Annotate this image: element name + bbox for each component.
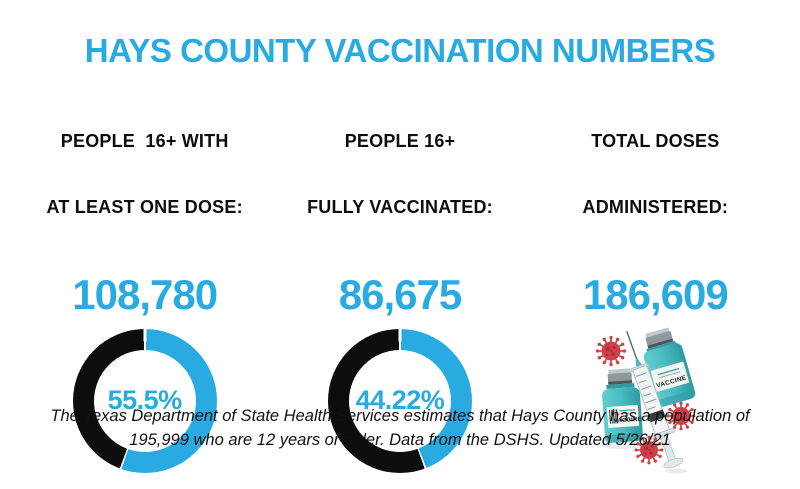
stat-label-line-1: PEOPLE 16+ WITH (60, 130, 229, 151)
donut-hole: 55.5% (93, 349, 196, 452)
stat-label-line-2: AT LEAST ONE DOSE: (46, 196, 243, 217)
page-title: HAYS COUNTY VACCINATION NUMBERS (84, 32, 716, 69)
donut-center-label: 44.22% (355, 385, 445, 416)
barcode (609, 408, 619, 424)
stat-label-line-2: FULLY VACCINATED: (307, 196, 493, 217)
footer-note: The Texas Department of State Health Ser… (0, 404, 800, 454)
stat-label: TOTAL DOSES ADMINISTERED: (583, 87, 729, 263)
shadow (665, 468, 688, 474)
left-vaccine-vial-icon: VACCINE (602, 368, 644, 443)
stat-column-fully-vaccinated: PEOPLE 16+ FULLY VACCINATED: 86,675 44.2… (272, 87, 527, 489)
donut-chart-fully-vaccinated: 44.22% (327, 328, 472, 473)
stat-label: PEOPLE 16+ FULLY VACCINATED: (307, 87, 493, 263)
footer-note-line-1: The Texas Department of State Health Ser… (50, 406, 750, 425)
stat-label-line-1: PEOPLE 16+ (344, 130, 456, 151)
stat-value-one-dose: 108,780 (72, 270, 218, 318)
stat-value-total-doses: 186,609 (582, 270, 729, 318)
donut-hole: 44.22% (348, 349, 451, 452)
footer-note-line-2: 195,999 who are 12 years or older. Data … (129, 431, 671, 450)
right-vaccine-vial-icon: VACCINE (644, 327, 696, 407)
stat-label-line-2: ADMINISTERED: (582, 196, 729, 217)
donut-center-label: 55.5% (107, 385, 183, 416)
coronavirus-icon (595, 334, 628, 367)
vial-label-text: VACCINE (614, 416, 642, 424)
stat-label-line-1: TOTAL DOSES (591, 130, 720, 151)
stat-label: PEOPLE 16+ WITH AT LEAST ONE DOSE: (47, 87, 243, 263)
stat-value-fully-vaccinated: 86,675 (338, 270, 462, 318)
